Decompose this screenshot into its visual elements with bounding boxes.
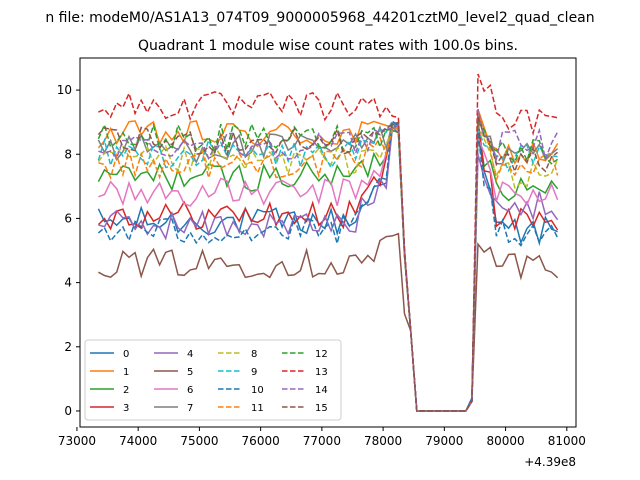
legend-label-15: 15 (315, 403, 328, 414)
series-line-9 (97, 119, 558, 412)
series-line-15 (97, 115, 559, 412)
series-line-11 (98, 112, 559, 412)
series-line-8 (97, 125, 559, 412)
x-tick-label: 73000 (58, 434, 96, 448)
legend-label-1: 1 (123, 367, 129, 378)
x-tick-label: 76000 (242, 434, 280, 448)
x-tick-label: 74000 (119, 434, 157, 448)
legend-label-10: 10 (251, 385, 264, 396)
y-tick-label: 10 (57, 83, 72, 97)
chart-title: Quadrant 1 module wise count rates with … (138, 38, 518, 54)
x-tick-label: 78000 (364, 434, 402, 448)
x-tick-label: 81000 (548, 434, 586, 448)
y-tick-label: 6 (64, 211, 72, 225)
series-line-6 (98, 121, 559, 412)
y-tick-label: 0 (64, 404, 72, 418)
series-layer (97, 73, 559, 412)
x-tick-label: 75000 (180, 434, 218, 448)
series-line-14 (98, 109, 559, 412)
figure-suptitle: n file: modeM0/AS1A13_074T09_9000005968_… (45, 10, 594, 26)
legend-label-2: 2 (123, 385, 129, 396)
series-line-10 (97, 119, 559, 412)
x-axis-offset-label: +4.39e8 (524, 455, 576, 469)
y-tick-label: 2 (64, 340, 72, 354)
legend-label-3: 3 (123, 403, 129, 414)
series-line-4 (98, 125, 559, 412)
legend-label-5: 5 (187, 367, 193, 378)
legend-label-14: 14 (315, 385, 328, 396)
legend-label-12: 12 (315, 349, 328, 360)
axis-layer: 73000 74000 75000 76000 77000 78000 79000 80000… (57, 83, 586, 448)
plot-area (79, 57, 577, 428)
x-tick-label: 77000 (303, 434, 341, 448)
y-tick-label: 4 (64, 276, 72, 290)
legend-label-13: 13 (315, 367, 328, 378)
legend-label-7: 7 (187, 403, 193, 414)
legend-label-11: 11 (251, 403, 264, 414)
legend-box (84, 339, 342, 421)
x-tick-label: 79000 (425, 434, 463, 448)
legend-label-0: 0 (123, 349, 129, 360)
legend-label-8: 8 (251, 349, 257, 360)
legend-label-9: 9 (251, 367, 257, 378)
series-line-13 (98, 73, 558, 412)
legend-label-4: 4 (187, 349, 193, 360)
x-tick-label: 80000 (486, 434, 524, 448)
series-line-5 (98, 232, 559, 412)
legend-label-6: 6 (187, 385, 193, 396)
y-tick-label: 8 (64, 147, 72, 161)
